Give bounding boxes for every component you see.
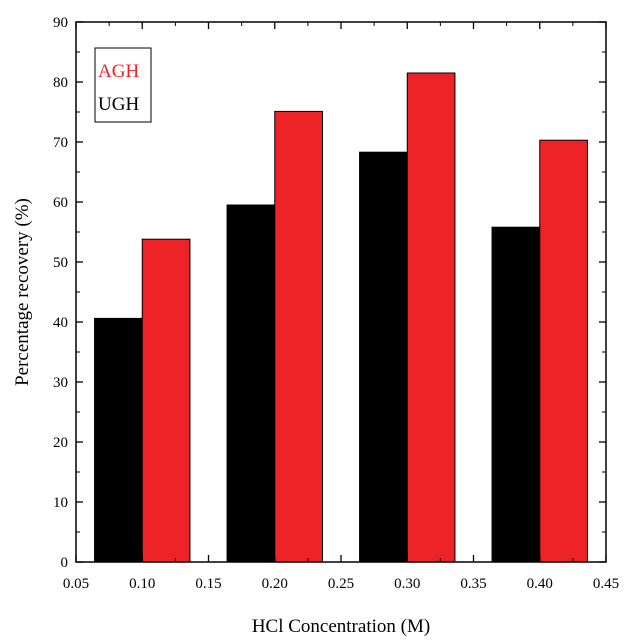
bar-ugh-1 bbox=[226, 204, 276, 563]
bar-agh-3 bbox=[539, 139, 588, 563]
legend-label-ugh: UGH bbox=[98, 94, 139, 115]
y-tick-label-1: 10 bbox=[53, 495, 68, 511]
y-axis-title: Percentage recovery (%) bbox=[12, 198, 33, 386]
y-tick-label-5: 50 bbox=[53, 255, 68, 271]
legend-box bbox=[94, 47, 152, 123]
bar-agh-0 bbox=[141, 238, 191, 563]
y-tick-label-6: 60 bbox=[53, 195, 68, 211]
legend-label-agh: AGH bbox=[98, 61, 139, 82]
x-tick-label-8: 0.45 bbox=[593, 576, 619, 592]
x-tick-label-3: 0.20 bbox=[262, 576, 288, 592]
y-tick-label-9: 90 bbox=[53, 15, 68, 31]
x-tick-label-7: 0.40 bbox=[527, 576, 553, 592]
y-tick-label-3: 30 bbox=[53, 375, 68, 391]
x-axis-title: HCl Concentration (M) bbox=[252, 616, 430, 637]
y-tick-label-4: 40 bbox=[53, 315, 68, 331]
legend: AGH UGH bbox=[94, 47, 152, 123]
bar-agh-2 bbox=[406, 72, 456, 563]
y-tick-label-2: 20 bbox=[53, 435, 68, 451]
tick-labels-group: 0.05 0.10 0.15 0.20 0.25 0.30 0.35 0.40 0.45 0 10 2… bbox=[53, 15, 619, 592]
bars-group bbox=[94, 72, 588, 563]
x-tick-label-6: 0.35 bbox=[460, 576, 486, 592]
y-tick-label-7: 70 bbox=[53, 135, 68, 151]
x-tick-label-0: 0.05 bbox=[63, 576, 89, 592]
bar-agh-1 bbox=[274, 110, 323, 563]
bar-ugh-2 bbox=[359, 151, 408, 563]
bar-ugh-0 bbox=[94, 317, 143, 563]
bar-ugh-3 bbox=[491, 226, 541, 563]
x-tick-label-5: 0.30 bbox=[394, 576, 420, 592]
x-tick-label-4: 0.25 bbox=[328, 576, 354, 592]
y-tick-label-8: 80 bbox=[53, 75, 68, 91]
y-tick-label-0: 0 bbox=[61, 555, 69, 571]
ticks-group bbox=[75, 21, 607, 563]
x-tick-label-1: 0.10 bbox=[129, 576, 155, 592]
x-tick-label-2: 0.15 bbox=[195, 576, 221, 592]
